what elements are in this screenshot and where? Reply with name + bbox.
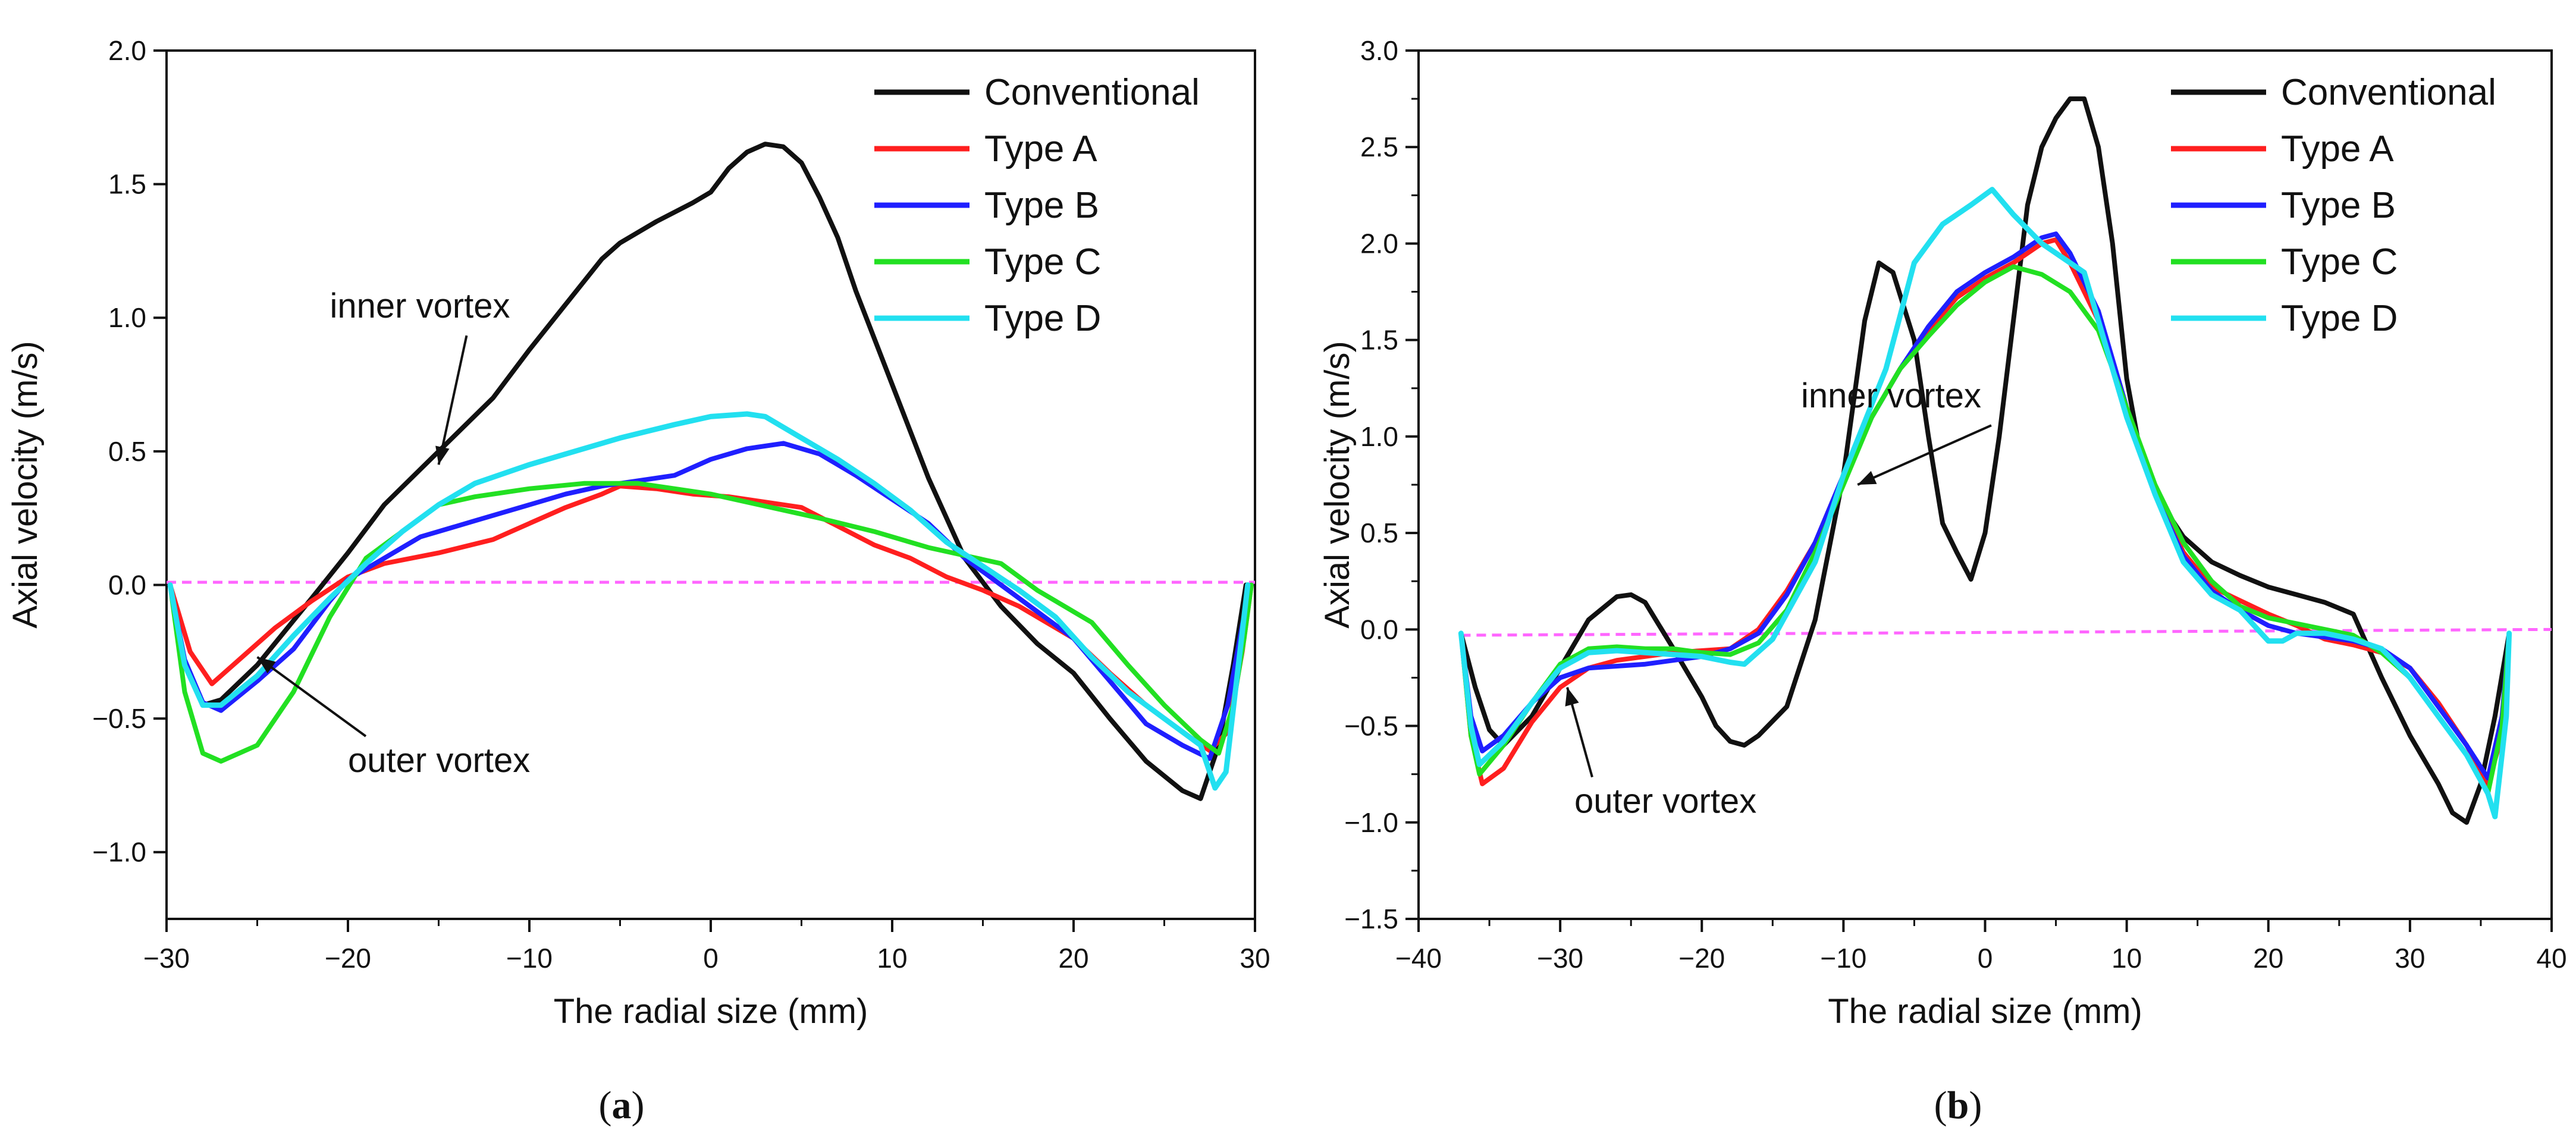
y-tick-label: 2.0: [1360, 228, 1398, 259]
annotation-arrow-line: [256, 656, 367, 738]
series-line-type-a: [1458, 237, 2512, 786]
y-tick-label: 0.5: [108, 436, 146, 467]
y-axis-title: Axial velocity (m/s): [6, 341, 45, 628]
y-tick-label: 3.0: [1360, 35, 1398, 66]
x-tick-label: 30: [1240, 943, 1270, 974]
series-line-type-c: [168, 481, 1254, 764]
y-tick-label: 0.0: [108, 569, 146, 600]
y-tick-label: −1.0: [92, 837, 146, 868]
legend-label: Type D: [984, 298, 1101, 339]
y-tick-label: 1.5: [108, 169, 146, 200]
x-tick-label: −10: [1820, 943, 1866, 974]
legend: Conventional Type A Type B Type C Type D: [2171, 72, 2496, 339]
plot-data: [1458, 96, 2552, 825]
legend-label: Type B: [2281, 185, 2396, 226]
y-tick-label: 1.5: [1360, 325, 1398, 356]
y-tick-label: −1.0: [1344, 807, 1398, 838]
x-tick-label: 30: [2395, 943, 2425, 974]
annotation-arrow-head: [435, 445, 450, 465]
y-tick-label: 1.0: [1360, 421, 1398, 452]
y-tick-label: 0.5: [1360, 517, 1398, 548]
panel-caption: (b): [1934, 1084, 1982, 1127]
annotation-label: outer vortex: [1574, 782, 1756, 821]
x-axis-title: The radial size (mm): [1828, 992, 2142, 1031]
y-tick-label: 2.0: [108, 35, 146, 66]
y-tick-label: −1.5: [1344, 903, 1398, 934]
annotation-label: inner vortex: [1801, 376, 1981, 415]
series-line-type-b: [168, 441, 1254, 761]
annotation-arrow-head: [1565, 687, 1579, 707]
plot-frame: [165, 49, 1256, 920]
annotation-arrow-head: [1858, 470, 1877, 485]
y-tick-label: −0.5: [92, 703, 146, 734]
annotation-arrow-head: [257, 657, 276, 674]
x-tick-label: 0: [1978, 943, 1993, 974]
annotation-arrow-line: [437, 335, 468, 465]
annotation-arrow-line: [1857, 424, 1992, 486]
x-tick-label: 20: [1058, 943, 1088, 974]
x-tick-label: −20: [1678, 943, 1725, 974]
x-tick-label: −30: [143, 943, 190, 974]
legend-label: Type D: [2281, 298, 2398, 339]
x-tick-label: 0: [703, 943, 718, 974]
y-tick-label: 1.0: [108, 302, 146, 333]
x-tick-label: 40: [2536, 943, 2566, 974]
chart-panel-a: −30 −20 −10 0 10 20 30 −1.0 −0.5 0.0 0.5 1.0 1.5 2.0 T…: [6, 35, 1270, 1127]
plot-data: [167, 142, 1255, 801]
panel-caption: (a): [599, 1084, 645, 1127]
y-tick-label: 0.0: [1360, 614, 1398, 645]
x-tick-label: 10: [877, 943, 907, 974]
legend-label: Type C: [984, 241, 1101, 283]
legend-label: Type B: [984, 185, 1099, 226]
legend-label: Type A: [2281, 128, 2394, 170]
x-tick-label: 20: [2253, 943, 2283, 974]
zero-reference-line: [1461, 627, 2552, 637]
legend-label: Type C: [2281, 241, 2398, 283]
legend-label: Conventional: [2281, 72, 2496, 113]
y-tick-label: 2.5: [1360, 131, 1398, 162]
x-tick-label: 10: [2111, 943, 2142, 974]
series-line-conventional: [1458, 96, 2512, 825]
annotation-label: outer vortex: [348, 741, 530, 780]
legend: Conventional Type A Type B Type C Type D: [874, 72, 1200, 339]
legend-label: Type A: [984, 128, 1097, 170]
y-tick-label: −0.5: [1344, 711, 1398, 742]
annotation-label: inner vortex: [330, 287, 510, 325]
x-tick-label: −40: [1395, 943, 1442, 974]
series-line-type-d: [167, 411, 1251, 791]
x-tick-label: −20: [325, 943, 371, 974]
chart-panel-b: −40 −30 −20 −10 0 10 20 30 40 −1.5 −1.0 −0.5 0.0 0.5 1…: [1318, 35, 2567, 1127]
x-tick-label: −30: [1537, 943, 1583, 974]
x-axis-title: The radial size (mm): [554, 992, 868, 1031]
series-line-type-d: [1458, 187, 2512, 820]
x-tick-label: −10: [506, 943, 553, 974]
series-line-conventional: [168, 142, 1248, 801]
legend-label: Conventional: [984, 72, 1200, 113]
y-axis-title: Axial velocity (m/s): [1318, 341, 1357, 628]
